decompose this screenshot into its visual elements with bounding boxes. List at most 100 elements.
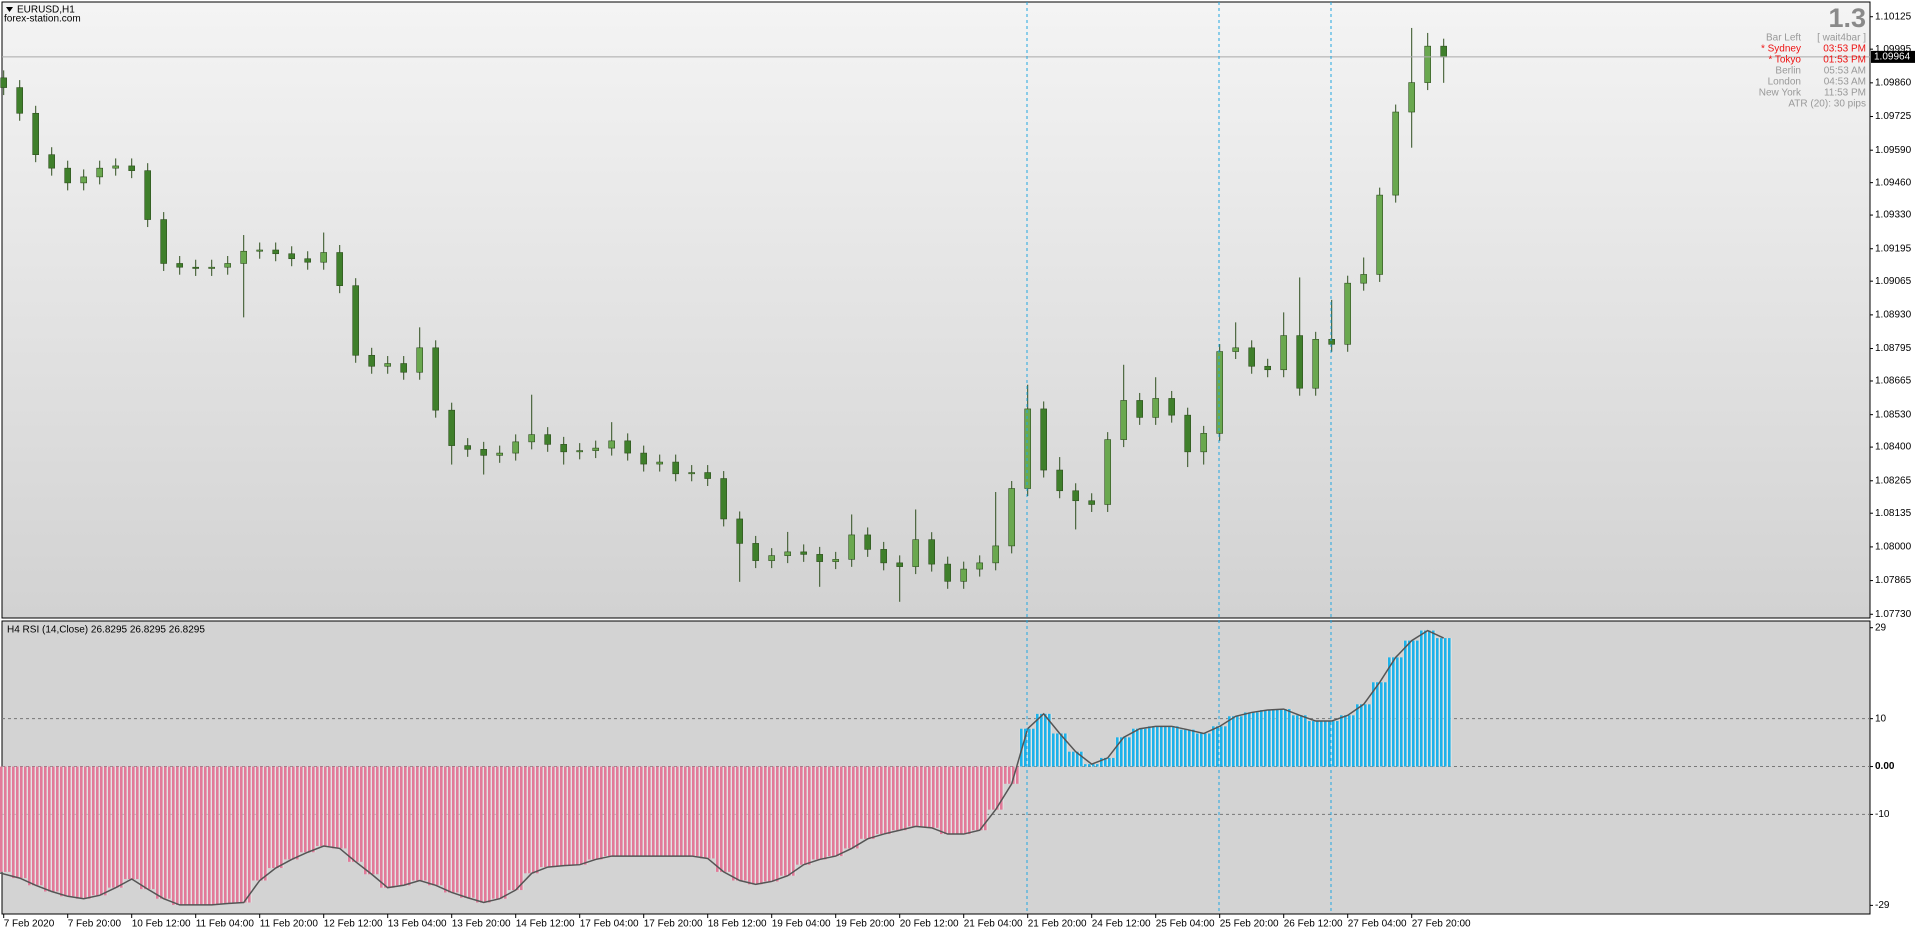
x-tick-label: 12 Feb 12:00	[324, 919, 383, 930]
histogram-bar	[1051, 733, 1068, 767]
y-tick-label: 1.08400	[1875, 442, 1912, 453]
info-label: London	[1768, 77, 1801, 88]
main-pane	[1, 1, 1871, 619]
histogram-bar	[779, 766, 796, 876]
histogram-bar	[187, 766, 204, 905]
candle-body	[448, 409, 456, 446]
x-tick-label: 13 Feb 20:00	[452, 919, 511, 930]
y-tick-label: 29	[1875, 622, 1887, 633]
info-value: [ wait4bar ]	[1817, 33, 1866, 44]
menu-triangle[interactable]	[6, 7, 13, 12]
candle-body	[1040, 408, 1047, 471]
info-label: Berlin	[1775, 66, 1801, 77]
candle-body	[784, 551, 792, 556]
histogram-bar	[1163, 726, 1180, 767]
info-label: Bar Left	[1766, 33, 1801, 44]
histogram-bar	[555, 766, 572, 866]
period-separators	[1026, 2, 1332, 914]
histogram-bar	[395, 766, 412, 886]
candle-body	[912, 539, 920, 567]
x-tick-label: 26 Feb 12:00	[1284, 919, 1343, 930]
candle-body	[128, 165, 135, 171]
candle-body	[992, 545, 1000, 564]
histogram-bar	[939, 766, 956, 835]
candle-body	[192, 266, 199, 269]
y-tick-label: -10	[1875, 809, 1890, 820]
histogram-bar	[987, 766, 1004, 810]
candle-body	[960, 568, 968, 582]
histogram-bar	[1211, 726, 1228, 767]
candle-body	[0, 77, 7, 88]
y-tick-label: 1.08530	[1875, 409, 1912, 420]
histogram-bar	[747, 766, 764, 885]
histogram-bar	[635, 766, 652, 857]
candle-body	[976, 562, 984, 570]
histogram-bar	[267, 766, 284, 869]
histogram-bar	[347, 766, 364, 862]
candle-body	[816, 554, 824, 562]
histogram-bar	[363, 766, 380, 875]
candle-body	[432, 347, 440, 411]
x-tick-label: 27 Feb 04:00	[1348, 919, 1407, 930]
histogram-bar	[379, 766, 396, 888]
candle-body	[608, 440, 616, 449]
histogram-bar	[459, 766, 476, 898]
histogram-bar	[1227, 716, 1244, 767]
candle-body	[464, 445, 472, 450]
x-tick-label: 11 Feb 20:00	[260, 919, 319, 930]
histogram-bar	[43, 766, 60, 892]
histogram-bar	[1179, 729, 1196, 767]
histogram-bar	[1307, 721, 1324, 767]
y-tick-label: 1.09725	[1875, 111, 1912, 122]
histogram-bar	[1035, 713, 1052, 767]
histogram-bar	[907, 766, 924, 827]
histogram-bar	[523, 766, 540, 874]
y-tick-label: 1.08265	[1875, 475, 1912, 486]
histogram-bar	[107, 766, 124, 888]
histogram-bar	[1019, 728, 1036, 767]
info-label: * Tokyo	[1768, 55, 1801, 66]
x-tick-label: 7 Feb 2020	[4, 919, 55, 930]
candle-body	[336, 252, 344, 286]
candle-body	[1344, 282, 1351, 345]
candle-body	[1008, 488, 1016, 547]
marks: 1.10125 1.09995 1.09860 1.09725 1.09590 1.094…	[0, 11, 1915, 930]
histogram-bar	[139, 766, 156, 890]
y-tick-label: 1.07865	[1875, 575, 1912, 586]
candle-body	[1024, 408, 1031, 489]
histogram-bar	[491, 766, 508, 899]
histogram-bar	[235, 766, 252, 903]
histogram-bar	[843, 766, 860, 849]
histogram-bar	[443, 766, 460, 893]
candle-body	[256, 249, 264, 252]
info-value: 11:53 PM	[1824, 88, 1866, 99]
candle-body	[32, 112, 40, 155]
candle-body	[544, 434, 552, 445]
candle-body	[1376, 194, 1383, 275]
histogram-bar	[155, 766, 172, 899]
info-label: * Sydney	[1761, 44, 1801, 55]
histogram-bar	[427, 766, 444, 886]
histogram-bar	[1323, 721, 1340, 767]
x-tick-label: 24 Feb 12:00	[1092, 919, 1151, 930]
candle-body	[1360, 274, 1367, 284]
candle-body	[272, 249, 280, 255]
candle-body	[1248, 347, 1255, 367]
histogram-bar	[1131, 728, 1148, 767]
histogram-bar	[27, 766, 44, 886]
x-tick-label: 25 Feb 20:00	[1220, 919, 1279, 930]
histogram-bar	[1115, 737, 1132, 767]
candle-body	[224, 263, 231, 268]
histogram-bar	[1067, 751, 1084, 767]
candle-body	[1280, 335, 1287, 371]
candle-body	[96, 167, 103, 178]
histogram-bar	[651, 766, 668, 857]
candle-body	[576, 450, 584, 453]
y-tick-label: 1.09590	[1875, 145, 1912, 156]
info-value: 05:53 AM	[1824, 66, 1866, 77]
candle-body	[640, 452, 648, 465]
info-value: 03:53 PM	[1823, 44, 1866, 55]
candle-body	[1264, 365, 1271, 371]
candle-body	[896, 562, 904, 567]
candle-body	[864, 534, 872, 550]
